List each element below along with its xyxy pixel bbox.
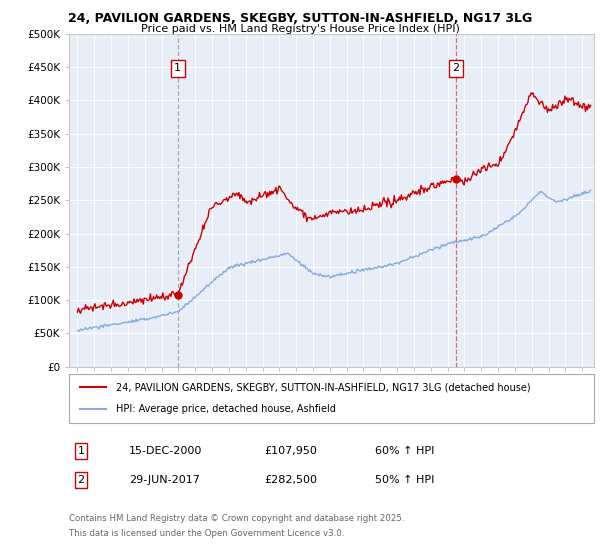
Text: 24, PAVILION GARDENS, SKEGBY, SUTTON-IN-ASHFIELD, NG17 3LG (detached house): 24, PAVILION GARDENS, SKEGBY, SUTTON-IN-… — [116, 382, 531, 393]
Text: Price paid vs. HM Land Registry's House Price Index (HPI): Price paid vs. HM Land Registry's House … — [140, 24, 460, 34]
Text: Contains HM Land Registry data © Crown copyright and database right 2025.: Contains HM Land Registry data © Crown c… — [69, 514, 404, 523]
Text: 15-DEC-2000: 15-DEC-2000 — [129, 446, 202, 456]
Text: 29-JUN-2017: 29-JUN-2017 — [129, 475, 200, 485]
Text: 60% ↑ HPI: 60% ↑ HPI — [375, 446, 434, 456]
Text: 2: 2 — [77, 475, 85, 485]
Text: £282,500: £282,500 — [264, 475, 317, 485]
Text: 2: 2 — [452, 63, 460, 73]
Text: £107,950: £107,950 — [264, 446, 317, 456]
Text: 1: 1 — [174, 63, 181, 73]
Text: HPI: Average price, detached house, Ashfield: HPI: Average price, detached house, Ashf… — [116, 404, 336, 414]
Text: 1: 1 — [77, 446, 85, 456]
Text: 50% ↑ HPI: 50% ↑ HPI — [375, 475, 434, 485]
Text: 24, PAVILION GARDENS, SKEGBY, SUTTON-IN-ASHFIELD, NG17 3LG: 24, PAVILION GARDENS, SKEGBY, SUTTON-IN-… — [68, 12, 532, 25]
Text: This data is licensed under the Open Government Licence v3.0.: This data is licensed under the Open Gov… — [69, 529, 344, 538]
